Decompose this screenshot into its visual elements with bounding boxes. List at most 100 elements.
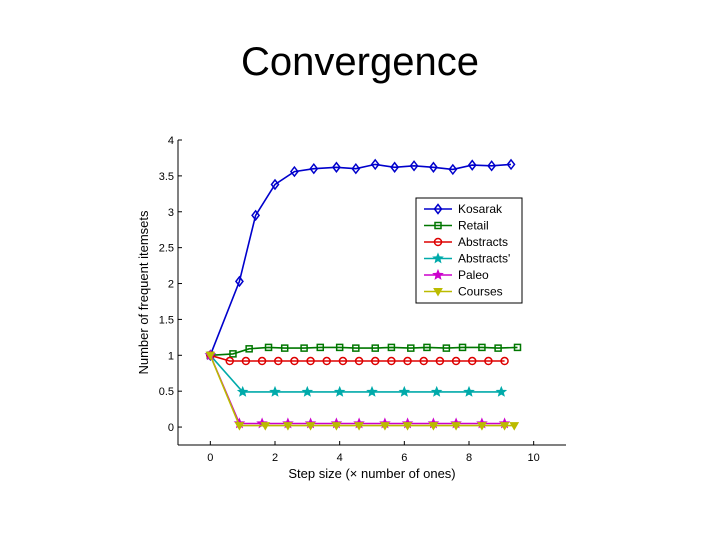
series-line-kosarak <box>209 163 512 356</box>
data-point-retail <box>245 345 253 353</box>
data-point-abstracts <box>306 356 315 366</box>
data-point-abstracts <box>301 385 314 397</box>
data-point-kosarak <box>351 162 361 175</box>
series-line-abstracts <box>209 354 502 393</box>
x-tick-label: 8 <box>466 452 472 464</box>
data-point-retail <box>407 344 415 352</box>
data-point-abstracts <box>236 385 249 397</box>
data-point-kosarak <box>409 160 419 172</box>
data-point-retail <box>335 343 344 352</box>
data-point-retail <box>387 343 396 352</box>
data-point-courses <box>477 422 487 431</box>
legend-marker-kosarak <box>433 203 443 215</box>
data-point-abstracts <box>241 356 251 366</box>
data-point-retail <box>478 343 486 352</box>
data-point-abstracts <box>387 356 396 366</box>
data-point-abstracts <box>257 356 267 366</box>
data-point-retail <box>229 350 237 358</box>
data-point-retail <box>280 344 289 352</box>
slide-title: Convergence <box>241 40 479 84</box>
data-point-abstracts <box>419 356 428 366</box>
legend-label-paleo: Paleo <box>458 268 489 282</box>
legend-marker-courses <box>433 288 443 297</box>
x-tick-label: 4 <box>337 452 343 464</box>
data-point-courses <box>305 422 316 431</box>
data-point-courses <box>402 422 413 431</box>
data-point-kosarak <box>428 161 438 173</box>
data-point-courses <box>331 422 342 431</box>
data-point-abstracts <box>290 356 299 366</box>
data-point-courses <box>205 351 216 361</box>
legend-label-retail: Retail <box>458 219 489 233</box>
y-tick-label: 3 <box>168 207 174 219</box>
data-point-abstracts <box>484 356 493 366</box>
data-point-abstracts <box>322 356 331 366</box>
y-tick-label: 0 <box>168 422 174 434</box>
data-point-abstracts <box>273 356 283 366</box>
x-tick-label: 2 <box>272 452 278 464</box>
x-axis-label: Step size (× number of ones) <box>288 466 455 481</box>
data-point-retail <box>423 343 431 352</box>
data-point-retail <box>458 343 467 352</box>
y-tick-label: 0.5 <box>159 386 174 398</box>
y-tick-label: 4 <box>168 135 174 147</box>
x-tick-label: 10 <box>528 452 540 464</box>
data-point-abstracts <box>370 356 380 366</box>
data-point-retail <box>264 343 273 352</box>
data-point-courses <box>234 422 245 431</box>
series-line-courses <box>209 354 515 427</box>
data-point-abstracts <box>467 356 477 366</box>
data-point-kosarak <box>390 161 400 173</box>
data-point-courses <box>260 422 271 431</box>
data-point-courses <box>283 422 293 431</box>
data-point-abstracts <box>451 356 461 366</box>
data-point-abstracts <box>463 385 475 397</box>
data-point-courses <box>380 422 390 431</box>
data-point-abstracts <box>435 356 445 366</box>
data-point-courses <box>428 422 439 431</box>
data-point-retail <box>371 344 379 352</box>
data-point-retail <box>442 344 451 352</box>
legend-marker-abstracts <box>433 237 443 247</box>
series-line-abstracts <box>210 354 505 362</box>
legend-label-courses: Courses <box>458 285 503 299</box>
legend-label-abstracts: Abstracts <box>458 235 508 249</box>
legend-label-kosarak: Kosarak <box>458 202 503 216</box>
data-point-abstracts <box>269 385 281 397</box>
data-point-abstracts <box>500 356 509 366</box>
data-point-retail <box>316 343 325 352</box>
data-point-abstracts <box>366 385 378 397</box>
y-tick-label: 2 <box>168 279 174 291</box>
data-point-abstracts <box>430 385 443 397</box>
data-point-abstracts <box>225 356 234 366</box>
y-tick-label: 1.5 <box>159 314 174 326</box>
x-tick-label: 6 <box>401 452 407 464</box>
data-point-courses <box>509 422 520 431</box>
legend-marker-retail <box>434 221 442 230</box>
data-point-kosarak <box>331 161 341 173</box>
data-point-courses <box>451 422 461 431</box>
data-point-retail <box>494 344 502 352</box>
data-point-kosarak <box>506 158 516 171</box>
series-line-paleo <box>209 354 505 425</box>
x-tick-label: 0 <box>207 452 213 464</box>
data-point-kosarak <box>370 158 380 171</box>
data-point-retail <box>352 344 360 352</box>
data-point-abstracts <box>338 356 348 366</box>
data-point-kosarak <box>487 160 497 172</box>
data-point-abstracts <box>354 356 364 366</box>
series-line-retail <box>210 346 518 357</box>
data-point-abstracts <box>398 385 411 397</box>
data-point-abstracts <box>495 385 508 397</box>
data-point-kosarak <box>448 163 458 176</box>
legend-label-abstracts: Abstracts' <box>458 252 510 266</box>
data-point-kosarak <box>309 162 319 175</box>
y-tick-label: 2.5 <box>159 243 174 255</box>
y-axis-label: Number of frequent itemsets <box>136 210 151 375</box>
data-point-kosarak <box>234 275 244 288</box>
legend-marker-paleo <box>432 268 444 280</box>
data-point-abstracts <box>333 385 346 397</box>
data-point-courses <box>499 422 510 431</box>
legend-box <box>415 197 523 304</box>
